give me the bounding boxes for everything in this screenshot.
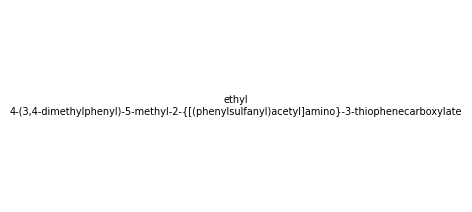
Text: ethyl 4-(3,4-dimethylphenyl)-5-methyl-2-{[(phenylsulfanyl)acetyl]amino}-3-thioph: ethyl 4-(3,4-dimethylphenyl)-5-methyl-2-… — [10, 95, 462, 117]
